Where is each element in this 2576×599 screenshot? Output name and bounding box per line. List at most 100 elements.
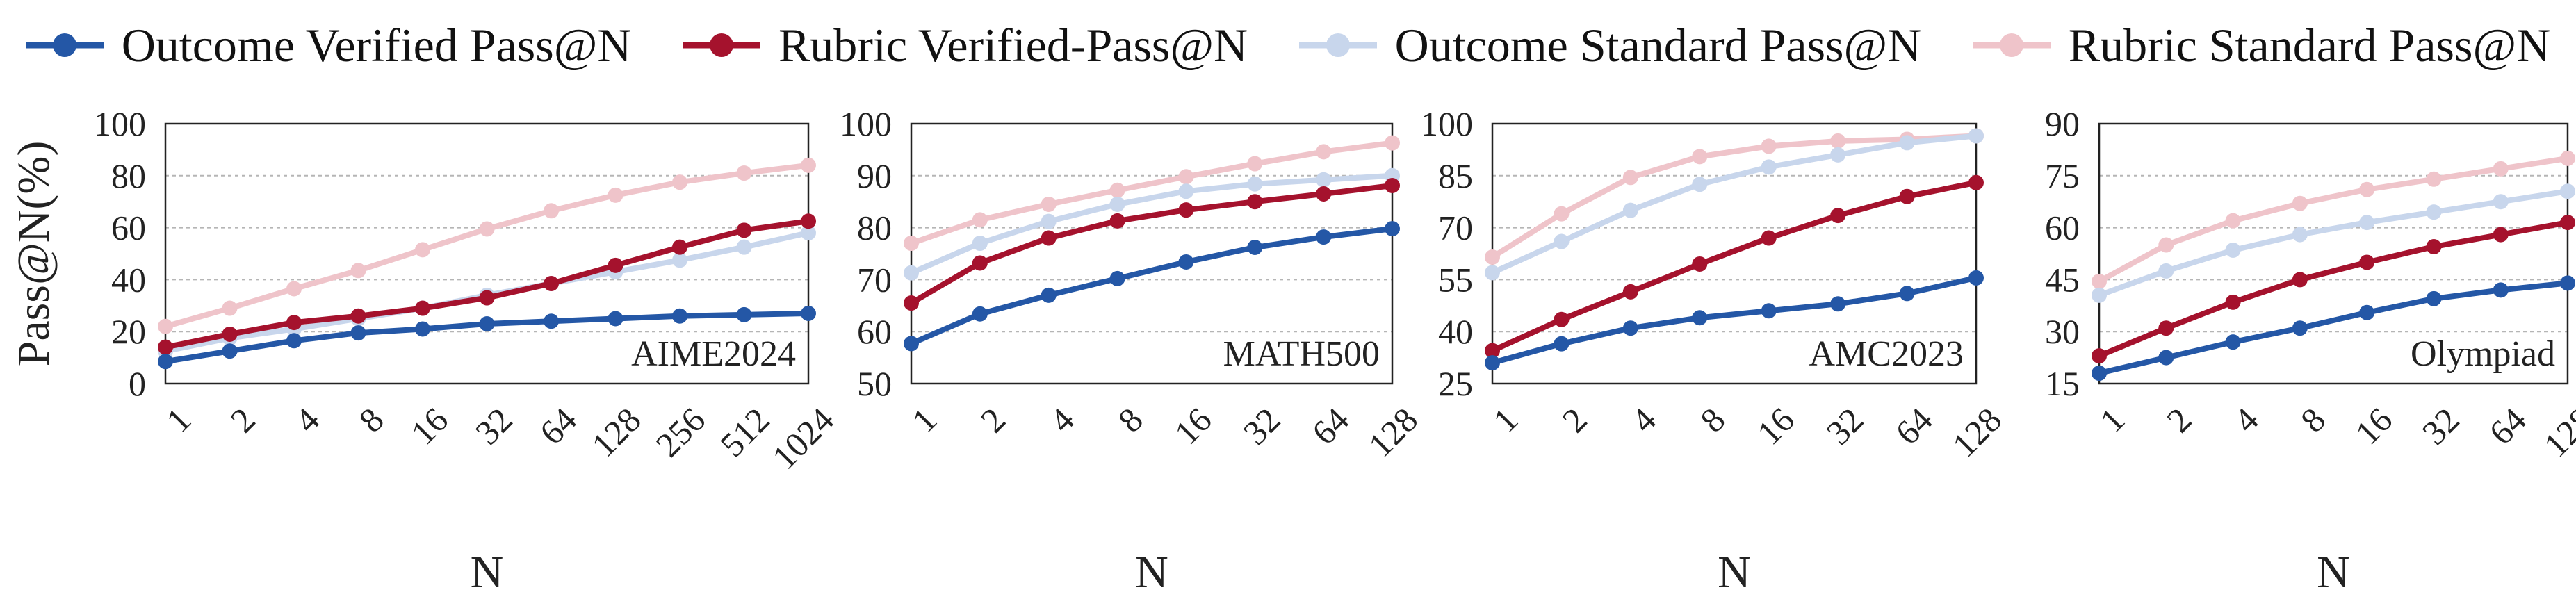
data-point-rubric-standard [1830, 133, 1846, 149]
y-tick-label: 45 [2045, 260, 2080, 299]
data-point-outcome-standard [1830, 147, 1846, 163]
y-tick-label: 15 [2045, 364, 2080, 403]
data-point-outcome-verified [479, 315, 495, 331]
data-point-outcome-standard [1761, 159, 1777, 175]
series-line-outcome-standard [1491, 133, 1977, 276]
data-point-rubric-verified [1385, 178, 1400, 194]
data-point-outcome-standard [801, 225, 816, 241]
data-point-rubric-verified [2359, 254, 2375, 270]
rubric-standard-swatch-icon [1972, 33, 2051, 57]
data-point-rubric-standard [972, 212, 988, 228]
data-point-outcome-standard [2359, 215, 2375, 231]
data-point-rubric-verified [1247, 194, 1263, 210]
x-tick-label: 4 [1042, 400, 1082, 440]
data-point-rubric-verified [1622, 284, 1638, 300]
plot-frame [910, 122, 1394, 385]
x-tick-label: 16 [2347, 400, 2399, 452]
y-tick-label: 25 [1438, 364, 1473, 403]
x-tick-label: 8 [1111, 400, 1150, 440]
data-point-outcome-standard [736, 239, 752, 255]
y-tick-label: 80 [857, 208, 892, 247]
y-tick-label: 100 [1421, 104, 1473, 143]
series-line-outcome-verified [1491, 275, 1977, 366]
data-point-rubric-verified [801, 213, 816, 229]
series-line-rubric-verified [1491, 179, 1977, 354]
data-point-outcome-standard [2092, 287, 2107, 303]
data-point-rubric-verified [904, 295, 919, 311]
y-tick-label: 55 [1438, 260, 1473, 299]
x-tick-label: 1 [158, 400, 198, 440]
data-point-rubric-standard [479, 221, 495, 237]
data-point-rubric-verified [1178, 202, 1194, 218]
data-point-outcome-verified [736, 306, 752, 322]
x-tick-label: 1 [904, 400, 944, 440]
x-tick-label: 8 [1693, 400, 1732, 440]
data-point-outcome-verified [158, 354, 173, 370]
data-point-rubric-standard [222, 300, 238, 316]
data-point-outcome-standard [1622, 202, 1638, 218]
data-point-rubric-standard [1109, 182, 1125, 198]
data-point-outcome-standard [2292, 227, 2308, 243]
data-point-rubric-standard [736, 165, 752, 181]
data-point-outcome-standard [1692, 177, 1708, 192]
data-point-outcome-standard [672, 252, 687, 268]
data-point-outcome-verified [2426, 290, 2442, 306]
y-tick-label: 40 [1438, 312, 1473, 351]
data-point-outcome-standard [1316, 172, 1332, 188]
y-tick-label: 60 [111, 208, 146, 247]
data-point-rubric-verified [2158, 320, 2174, 336]
data-point-rubric-verified [2426, 239, 2442, 255]
x-tick-label: 32 [1236, 400, 1288, 452]
x-axis-label: N [1135, 547, 1168, 598]
data-point-outcome-verified [222, 343, 238, 359]
y-tick-label: 20 [111, 312, 146, 351]
x-tick-label: 2 [973, 400, 1013, 440]
data-point-rubric-standard [2493, 161, 2509, 177]
data-point-rubric-standard [286, 281, 302, 297]
x-tick-label: 32 [1818, 400, 1870, 452]
data-point-rubric-verified [222, 326, 238, 342]
series-line-outcome-standard [910, 172, 1393, 276]
data-point-outcome-verified [415, 321, 430, 337]
data-point-rubric-verified [1554, 311, 1570, 327]
data-point-rubric-verified [608, 257, 623, 273]
legend-item-outcome-verified: Outcome Verified Pass@N [25, 18, 631, 73]
data-point-rubric-verified [544, 276, 559, 292]
data-point-rubric-verified [2092, 348, 2107, 364]
data-point-rubric-standard [2292, 195, 2308, 211]
x-axis-label: N [471, 547, 504, 598]
data-point-outcome-standard [2158, 263, 2174, 279]
legend: Outcome Verified Pass@N Rubric Verified-… [0, 0, 2576, 90]
y-axis-label: Pass@N(%) [8, 141, 59, 367]
x-tick-label: 2 [222, 400, 262, 440]
data-point-rubric-standard [158, 318, 173, 334]
data-point-outcome-standard [1485, 265, 1500, 281]
series-line-rubric-standard [2098, 155, 2568, 284]
data-point-outcome-verified [672, 308, 687, 324]
x-tick-label: 32 [2415, 400, 2467, 452]
data-point-rubric-standard [1385, 135, 1400, 151]
y-tick-label: 80 [111, 156, 146, 195]
x-tick-label: 128 [2536, 400, 2576, 465]
series-line-rubric-standard [910, 140, 1393, 246]
data-point-outcome-standard [1041, 213, 1057, 229]
rubric-verified-swatch-icon [682, 33, 760, 57]
x-tick-label: 4 [287, 400, 327, 440]
data-point-rubric-standard [350, 263, 366, 279]
data-point-rubric-standard [1622, 170, 1638, 186]
data-point-outcome-verified [350, 325, 366, 341]
legend-label-rubric-verified: Rubric Verified-Pass@N [778, 18, 1248, 72]
data-point-outcome-verified [1830, 296, 1846, 312]
plot-frame [164, 122, 810, 385]
x-tick-label: 1 [1485, 400, 1525, 440]
data-point-outcome-standard [904, 265, 919, 281]
data-point-outcome-verified [1968, 270, 1984, 286]
x-tick-label: 8 [351, 400, 391, 440]
data-point-outcome-standard [1178, 183, 1194, 199]
data-point-outcome-standard [972, 236, 988, 252]
data-point-rubric-verified [2560, 215, 2575, 231]
data-point-outcome-verified [2292, 320, 2308, 336]
data-point-rubric-verified [1692, 256, 1708, 272]
data-point-rubric-standard [544, 203, 559, 219]
y-tick-label: 90 [2045, 104, 2080, 143]
